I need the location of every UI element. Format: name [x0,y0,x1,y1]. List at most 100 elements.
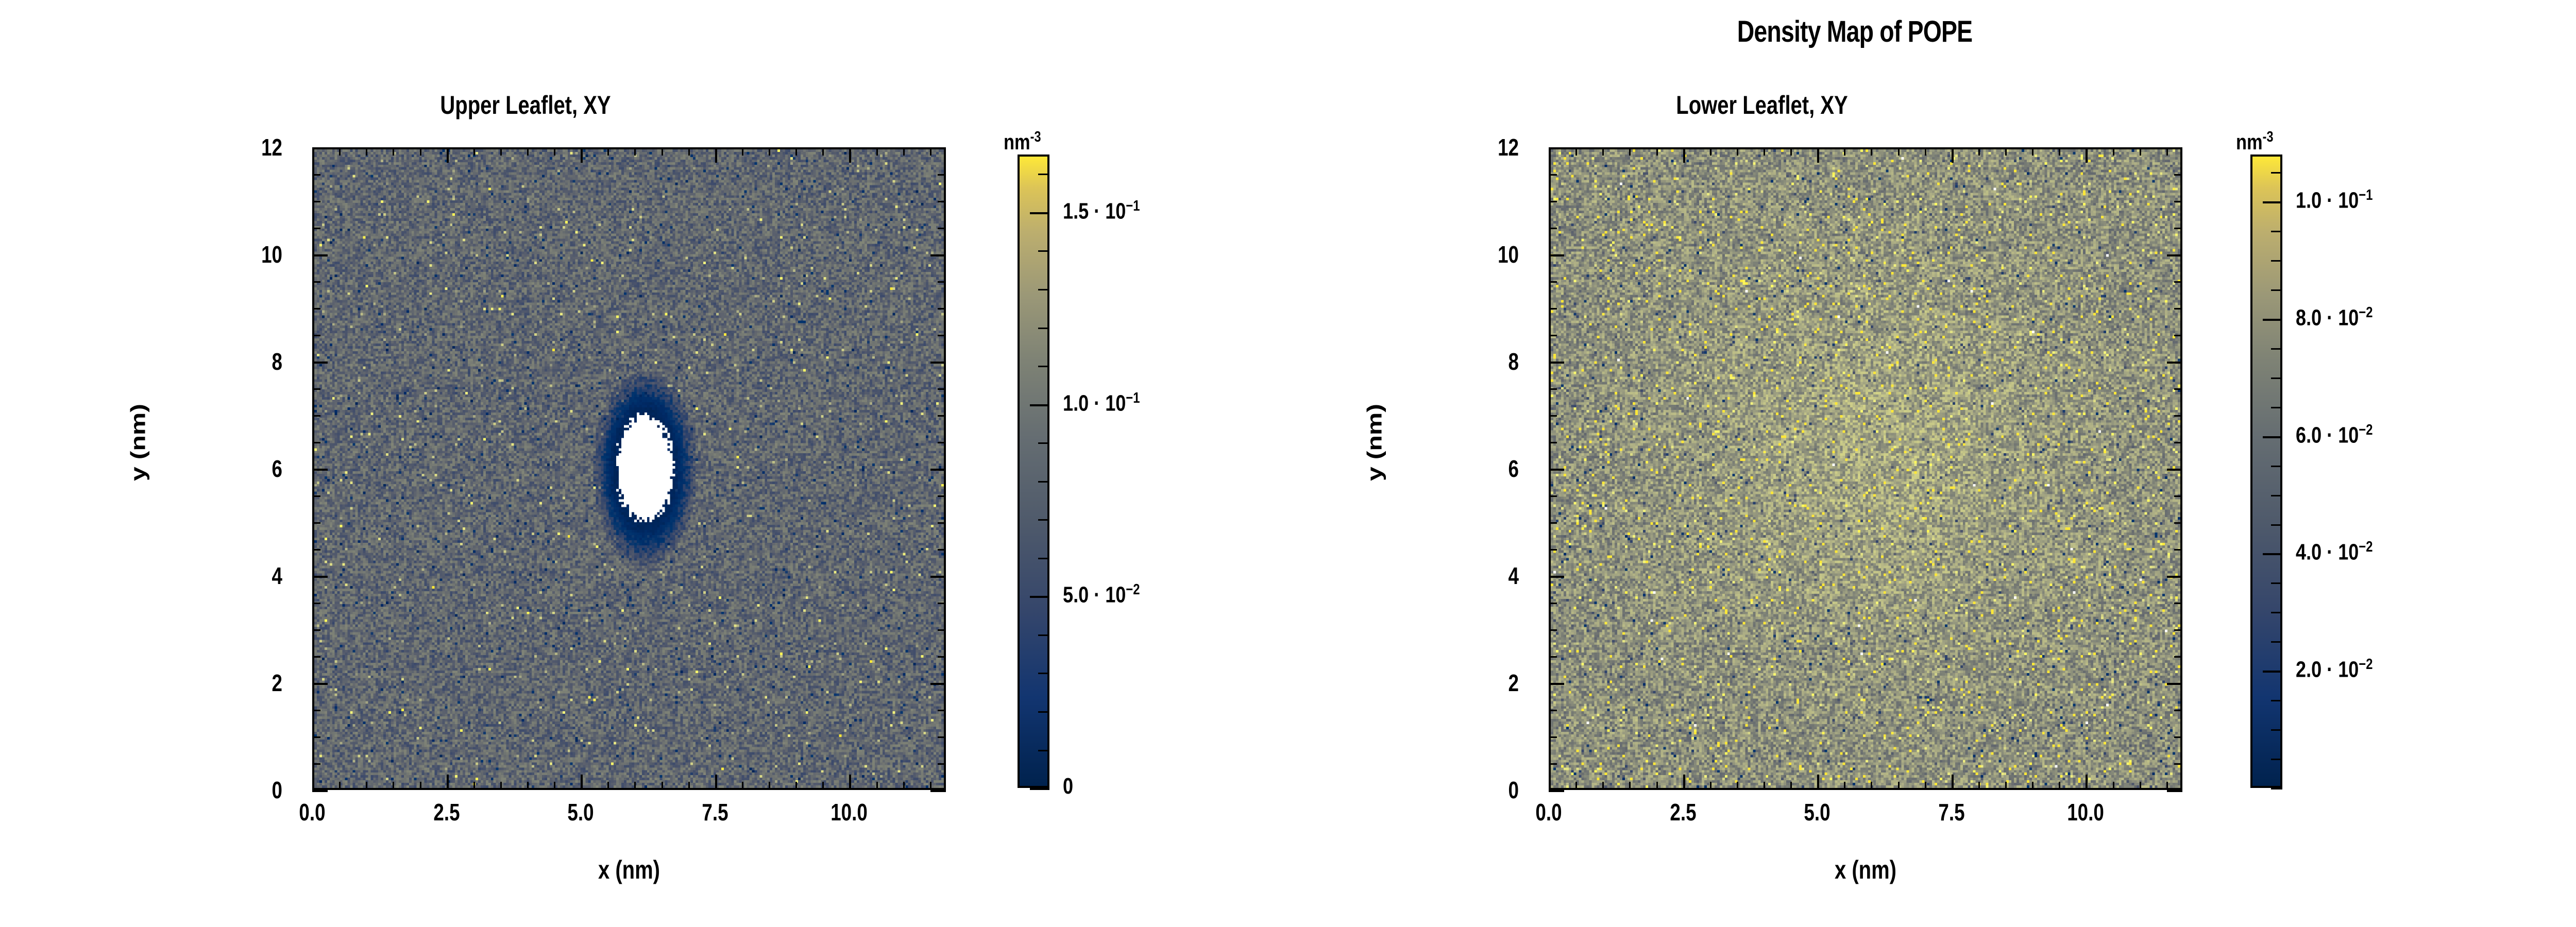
y-major-tick-right-lower-leaflet [2167,576,2182,578]
y-major-tick-right-upper-leaflet [930,790,946,792]
colorbar-gradient-upper-leaflet[interactable] [1018,154,1049,788]
y-minor-tick-right-upper-leaflet [938,710,946,711]
y-major-tick-lower-leaflet [1549,147,1564,149]
y-major-tick-right-lower-leaflet [2167,790,2182,792]
x-minor-tick-upper-leaflet [527,782,529,790]
x-tick-label-upper-leaflet: 5.0 [567,799,594,826]
x-major-tick-top-lower-leaflet [2086,147,2088,163]
x-minor-tick-top-upper-leaflet [795,147,798,156]
colorbar-minor-tick-upper-leaflet [1038,711,1049,713]
colorbar-gradient-lower-leaflet[interactable] [2250,154,2282,788]
x-minor-tick-lower-leaflet [1602,782,1604,790]
x-minor-tick-top-upper-leaflet [769,147,770,156]
axis-label-y-lower-leaflet: y (nm) [1363,404,1386,481]
x-minor-tick-top-upper-leaflet [634,147,636,156]
colorbar-minor-tick-lower-leaflet [2271,729,2282,731]
colorbar-minor-tick-upper-leaflet [1038,634,1049,636]
y-major-tick-right-upper-leaflet [930,683,946,685]
x-minor-tick-top-upper-leaflet [876,147,878,156]
panel-title-lower-leaflet: Lower Leaflet, XY [1676,91,1848,119]
y-major-tick-upper-leaflet [312,362,328,364]
x-tick-label-lower-leaflet: 0.0 [1535,799,1562,826]
y-minor-tick-lower-leaflet [1549,388,1557,390]
colorbar-minor-tick-upper-leaflet [1038,327,1049,329]
y-minor-tick-right-lower-leaflet [2174,174,2182,176]
x-minor-tick-upper-leaflet [741,782,743,790]
y-minor-tick-right-lower-leaflet [2174,656,2182,658]
x-tick-label-lower-leaflet: 7.5 [1938,799,1965,826]
colorbar-minor-tick-lower-leaflet [2271,260,2282,262]
x-minor-tick-top-lower-leaflet [1656,147,1658,156]
y-minor-tick-lower-leaflet [1549,603,1557,604]
colorbar-major-tick-upper-leaflet [1030,404,1049,406]
colorbar-unit-text: nm [1004,130,1030,154]
y-major-tick-lower-leaflet [1549,683,1564,685]
colorbar-minor-tick-lower-leaflet [2271,759,2282,761]
y-minor-tick-lower-leaflet [1549,495,1557,497]
x-minor-tick-lower-leaflet [2112,782,2114,790]
y-minor-tick-right-upper-leaflet [938,495,946,497]
x-minor-tick-upper-leaflet [795,782,798,790]
x-minor-tick-upper-leaflet [419,782,421,790]
x-minor-tick-lower-leaflet [1924,782,1926,790]
y-minor-tick-upper-leaflet [312,495,320,497]
y-minor-tick-right-upper-leaflet [938,656,946,658]
figure-title: Density Map of POPE [1737,15,1973,48]
colorbar-unit-text: nm [2236,130,2263,154]
heatmap-canvas-upper-leaflet [314,149,944,788]
heatmap-lower-leaflet[interactable] [1549,147,2182,790]
x-major-tick-top-lower-leaflet [1549,147,1551,163]
y-minor-tick-lower-leaflet [1549,442,1557,443]
y-minor-tick-right-upper-leaflet [938,281,946,283]
heatmap-upper-leaflet[interactable] [312,147,946,790]
y-minor-tick-lower-leaflet [1549,763,1557,765]
y-minor-tick-right-upper-leaflet [938,549,946,551]
colorbar-minor-tick-lower-leaflet [2271,700,2282,702]
colorbar-tick-label-lower-leaflet: 6.0 · 10−2 [2296,421,2373,448]
colorbar-tick-exponent: −2 [2359,539,2373,556]
colorbar-tick-label-lower-leaflet: 2.0 · 10−2 [2296,656,2373,682]
colorbar-major-tick-upper-leaflet [1030,596,1049,598]
y-minor-tick-right-lower-leaflet [2174,388,2182,390]
y-major-tick-upper-leaflet [312,683,328,685]
colorbar-major-tick-upper-leaflet [1030,212,1049,214]
x-minor-tick-top-upper-leaflet [473,147,475,156]
x-major-tick-lower-leaflet [1683,775,1685,790]
colorbar-tick-exponent: −1 [2359,187,2373,204]
y-major-tick-upper-leaflet [312,576,328,578]
colorbar-minor-tick-lower-leaflet [2271,641,2282,643]
x-minor-tick-upper-leaflet [688,782,690,790]
colorbar-minor-tick-lower-leaflet [2271,524,2282,526]
colorbar-major-tick-lower-leaflet [2263,436,2282,438]
x-tick-label-upper-leaflet: 7.5 [702,799,728,826]
y-minor-tick-upper-leaflet [312,763,320,765]
colorbar-tick-label-upper-leaflet: 1.5 · 10−1 [1063,197,1140,224]
x-major-tick-top-lower-leaflet [1683,147,1685,163]
x-minor-tick-upper-leaflet [554,782,556,790]
y-minor-tick-right-upper-leaflet [938,763,946,765]
colorbar-minor-tick-lower-leaflet [2271,582,2282,585]
y-major-tick-upper-leaflet [312,469,328,471]
y-minor-tick-right-lower-leaflet [2174,495,2182,497]
y-minor-tick-right-lower-leaflet [2174,281,2182,283]
colorbar-tick-exponent: −1 [1126,197,1140,214]
x-tick-label-lower-leaflet: 5.0 [1804,799,1831,826]
x-major-tick-upper-leaflet [849,775,852,790]
y-major-tick-upper-leaflet [312,147,328,149]
y-minor-tick-right-lower-leaflet [2174,308,2182,310]
x-major-tick-top-upper-leaflet [312,147,314,163]
y-minor-tick-right-upper-leaflet [938,174,946,176]
x-minor-tick-top-upper-leaflet [822,147,824,156]
x-minor-tick-top-lower-leaflet [1871,147,1873,156]
x-tick-label-lower-leaflet: 2.5 [1670,799,1697,826]
x-minor-tick-lower-leaflet [1709,782,1711,790]
y-minor-tick-upper-leaflet [312,603,320,604]
x-minor-tick-lower-leaflet [1978,782,1980,790]
x-minor-tick-top-lower-leaflet [2032,147,2034,156]
x-minor-tick-top-upper-leaflet [393,147,395,156]
x-minor-tick-top-lower-leaflet [1709,147,1711,156]
colorbar-minor-tick-upper-leaflet [1038,673,1049,675]
colorbar-minor-tick-upper-leaflet [1038,442,1049,444]
y-minor-tick-right-upper-leaflet [938,603,946,604]
